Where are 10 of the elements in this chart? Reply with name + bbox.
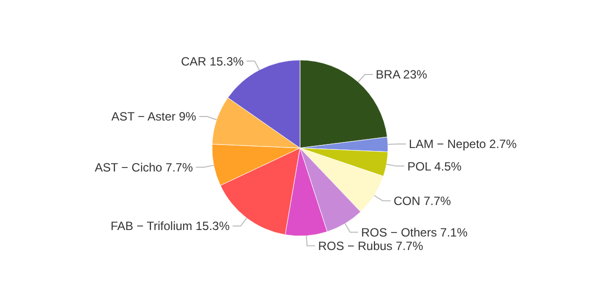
slice-label: ROS − Rubus 7.7% xyxy=(318,238,424,253)
slice-label: ROS − Others 7.1% xyxy=(361,225,468,240)
slice-label: POL 4.5% xyxy=(407,159,462,174)
slice-label: CAR 15.3% xyxy=(180,54,244,68)
slice-label: BRA 23% xyxy=(376,68,428,82)
slice-label: AST − Cicho 7.7% xyxy=(94,160,194,174)
slice-label: CON 7.7% xyxy=(394,194,452,208)
slice-label: LAM − Nepeto 2.7% xyxy=(408,137,517,152)
slice-label: FAB − Trifolium 15.3% xyxy=(110,219,230,234)
slice-label: AST − Aster 9% xyxy=(111,110,197,124)
